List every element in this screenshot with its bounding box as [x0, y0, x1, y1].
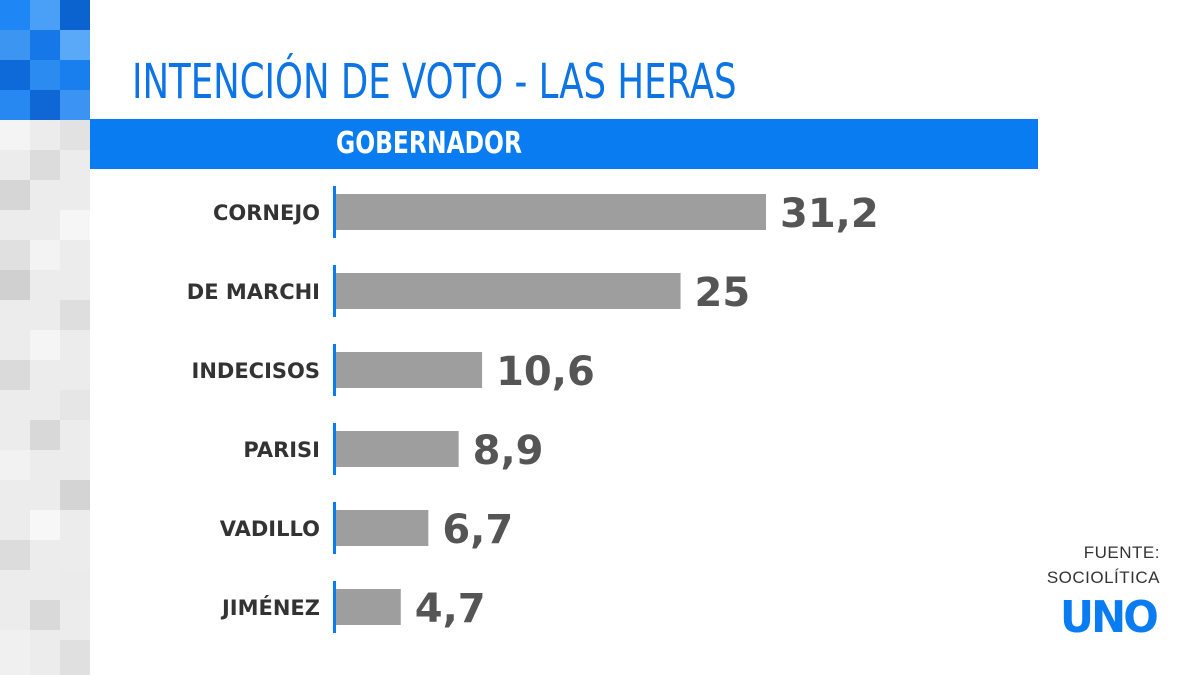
value-label: 4,7 [415, 586, 486, 632]
axis-tick [333, 423, 336, 475]
page-title: INTENCIÓN DE VOTO - LAS HERAS [132, 54, 737, 110]
axis-tick [333, 581, 336, 633]
category-label: DE MARCHI [187, 280, 320, 304]
axis-tick [333, 344, 336, 396]
axis-tick [333, 502, 336, 554]
banner-label: GOBERNADOR [336, 126, 522, 161]
axis-tick [333, 265, 336, 317]
bar [336, 510, 429, 546]
source-label: FUENTE: [1083, 543, 1160, 562]
bar [336, 589, 401, 625]
source-note: FUENTE: SOCIOLÍTICA [1047, 540, 1160, 590]
bar [336, 194, 766, 230]
bar [336, 431, 459, 467]
category-label: JIMÉNEZ [220, 595, 320, 620]
value-label: 8,9 [473, 428, 544, 474]
bar [336, 352, 483, 388]
value-label: 25 [695, 270, 751, 316]
value-label: 6,7 [442, 507, 513, 553]
category-banner: GOBERNADOR [90, 119, 1038, 169]
category-label: PARISI [243, 438, 320, 462]
category-label: VADILLO [220, 517, 320, 541]
uno-logo: UNO [1060, 592, 1159, 643]
category-label: CORNEJO [213, 201, 320, 225]
source-name: SOCIOLÍTICA [1046, 568, 1160, 587]
axis-tick [333, 186, 336, 238]
value-label: 31,2 [780, 191, 879, 237]
decorative-mosaic [0, 0, 90, 675]
bar [336, 273, 681, 309]
value-label: 10,6 [496, 349, 595, 395]
category-label: INDECISOS [192, 359, 321, 383]
